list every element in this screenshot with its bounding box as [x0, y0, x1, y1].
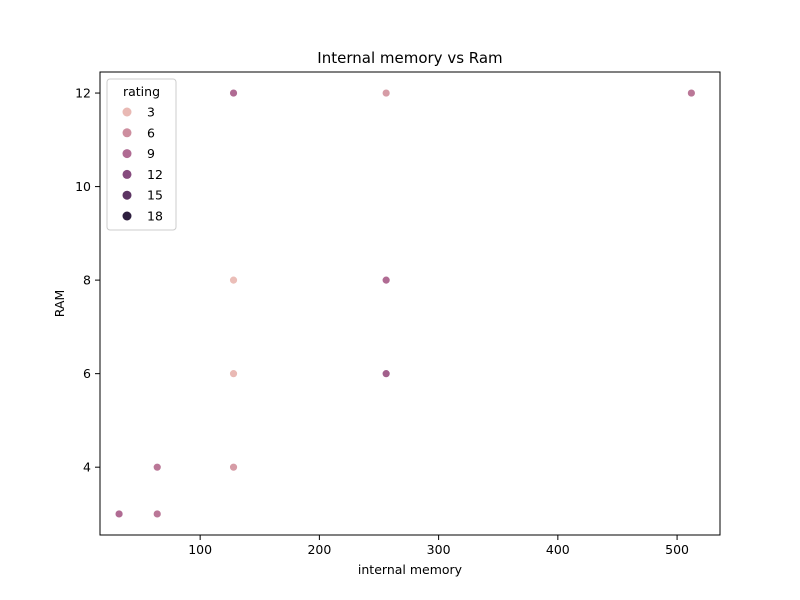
legend-label: 9	[147, 146, 155, 161]
x-tick-label: 300	[427, 542, 451, 557]
legend-box	[106, 78, 177, 231]
legend-label: 15	[147, 188, 163, 203]
data-point	[114, 509, 124, 519]
data-point	[381, 275, 391, 285]
y-axis-ticks: 4 6 8 10 12	[75, 86, 100, 475]
data-point	[229, 369, 238, 379]
legend-title: rating	[123, 84, 160, 99]
data-point	[152, 462, 162, 472]
legend-marker	[122, 128, 132, 138]
x-tick-label: 500	[665, 542, 689, 557]
chart-title: Internal memory vs Ram	[317, 49, 502, 67]
x-tick-label: 100	[188, 542, 212, 557]
plot-frame	[99, 71, 721, 536]
x-tick-label: 400	[546, 542, 570, 557]
legend-label: 18	[147, 209, 163, 224]
data-point	[152, 509, 162, 519]
data-point	[229, 462, 238, 472]
y-tick-label: 12	[75, 86, 91, 101]
data-point	[229, 88, 238, 98]
points-layer	[114, 88, 696, 519]
data-point	[229, 275, 238, 285]
legend: rating 3 6 9 12 15 18	[106, 78, 177, 231]
y-tick-label: 8	[83, 273, 91, 288]
x-axis-label: internal memory	[358, 562, 463, 577]
legend-label: 12	[147, 167, 163, 182]
legend-label: 6	[147, 125, 155, 140]
data-point	[381, 88, 391, 98]
y-tick-label: 6	[83, 366, 91, 381]
legend-label: 3	[147, 105, 155, 120]
y-axis-label: RAM	[52, 290, 67, 318]
legend-marker	[122, 211, 132, 221]
x-tick-label: 200	[307, 542, 331, 557]
x-axis-ticks: 100 200 300 400 500	[188, 535, 689, 557]
legend-marker	[122, 169, 132, 179]
y-tick-label: 10	[75, 179, 91, 194]
legend-marker	[122, 107, 132, 117]
legend-marker	[122, 149, 132, 159]
legend-marker	[122, 190, 132, 200]
y-tick-label: 4	[83, 460, 91, 475]
data-point	[686, 88, 696, 98]
data-point	[381, 369, 391, 379]
legend-entries: 3 6 9 12 15 18	[122, 105, 163, 224]
